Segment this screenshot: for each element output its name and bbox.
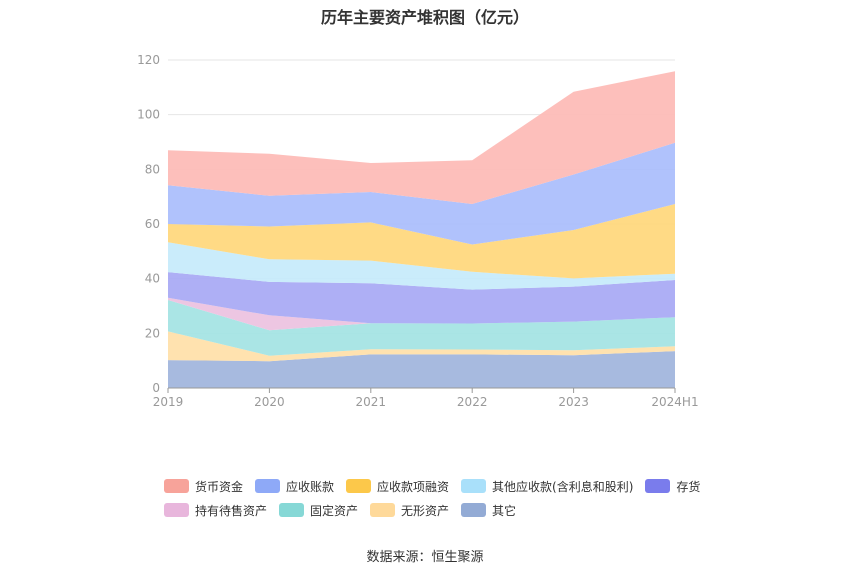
legend-row: 持有待售资产 固定资产 无形资产 其它: [164, 498, 724, 522]
chart-legend: 货币资金 应收账款 应收款项融资 其他应收款(含利息和股利) 存货持有待售资产 固定资产 无…: [164, 474, 724, 522]
y-tick-label: 60: [145, 217, 160, 231]
legend-item[interactable]: 货币资金: [164, 474, 243, 498]
x-tick-label: 2024H1: [651, 395, 698, 409]
area-series-应收账款: [168, 142, 675, 245]
data-source: 数据来源：恒生聚源: [366, 550, 484, 565]
legend-label: 应收款项融资: [377, 479, 450, 494]
legend-row: 货币资金 应收账款 应收款项融资 其他应收款(含利息和股利) 存货: [164, 474, 724, 498]
legend-item[interactable]: 存货: [645, 474, 700, 498]
legend-swatch: [370, 503, 396, 517]
x-tick-label: 2022: [457, 395, 488, 409]
legend-swatch: [255, 479, 281, 493]
legend-swatch: [279, 503, 305, 517]
stacked-area-chart: 0 20 40 60 80 100 120 2019 2020 2021 2022 2023 2024H…: [137, 53, 699, 409]
x-tick-label: 2019: [153, 395, 184, 409]
legend-item[interactable]: 固定资产: [279, 498, 358, 522]
legend-label: 应收账款: [286, 479, 335, 494]
legend-swatch: [645, 479, 671, 493]
area-series-固定资产: [168, 300, 675, 356]
area-series-其它: [168, 351, 675, 388]
legend-item[interactable]: 应收账款: [255, 474, 334, 498]
x-tick-label: 2023: [558, 395, 589, 409]
x-tick-label: 2020: [254, 395, 285, 409]
legend-swatch: [461, 479, 487, 493]
legend-label: 货币资金: [195, 479, 244, 494]
legend-item[interactable]: 持有待售资产: [164, 498, 267, 522]
legend-item[interactable]: 其他应收款(含利息和股利): [461, 474, 633, 498]
chart-title: 历年主要资产堆积图（亿元）: [320, 8, 529, 27]
y-tick-label: 20: [145, 326, 160, 340]
legend-swatch: [164, 479, 189, 493]
y-tick-label: 0: [152, 381, 160, 395]
legend-item[interactable]: 其它: [461, 498, 516, 522]
legend-label: 无形资产: [401, 503, 450, 518]
area-series-其他应收款(含利息和股利): [168, 242, 675, 290]
area-series-持有待售资产: [168, 297, 675, 331]
legend-item[interactable]: 应收款项融资: [346, 474, 449, 498]
legend-label: 存货: [676, 479, 701, 494]
area-series-应收款项融资: [168, 204, 675, 279]
legend-label: 其他应收款(含利息和股利): [492, 479, 634, 494]
legend-label: 固定资产: [310, 503, 359, 518]
area-series-无形资产: [168, 331, 675, 362]
y-tick-label: 40: [145, 272, 160, 286]
y-tick-label: 120: [137, 53, 160, 67]
x-tick-label: 2021: [356, 395, 387, 409]
legend-swatch: [461, 503, 487, 517]
area-series-货币资金: [168, 71, 675, 204]
legend-item[interactable]: 无形资产: [370, 498, 449, 522]
legend-swatch: [164, 503, 189, 517]
y-tick-label: 80: [145, 162, 160, 176]
y-tick-label: 100: [137, 108, 160, 122]
legend-swatch: [346, 479, 372, 493]
legend-label: 持有待售资产: [195, 503, 268, 518]
area-series-存货: [168, 272, 675, 324]
legend-label: 其它: [492, 503, 517, 518]
